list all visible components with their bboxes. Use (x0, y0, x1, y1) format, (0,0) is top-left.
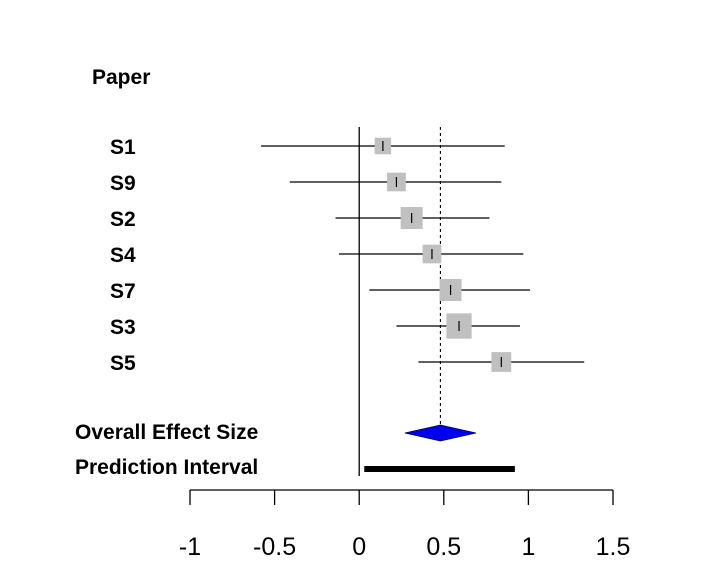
study-label: S5 (110, 352, 136, 375)
study-label: S9 (110, 172, 136, 195)
study-row-s7: S7 (110, 279, 531, 303)
study-rows: S1 S9 S2 S4 S7 S3 S5 (110, 136, 585, 375)
study-label: S4 (110, 244, 136, 267)
reference-lines (358, 127, 441, 476)
x-axis: -1 -0.5 0 0.5 1 1.5 (179, 489, 631, 561)
summary-rows: Overall Effect Size Prediction Interval (75, 421, 515, 479)
overall-effect-diamond (404, 424, 477, 442)
x-tick-label: 0.5 (426, 533, 461, 561)
study-label: S7 (110, 280, 136, 303)
x-tick-label: 0 (352, 533, 366, 561)
study-label: S2 (110, 208, 136, 231)
study-label: S3 (110, 316, 136, 339)
study-row-s1: S1 (110, 136, 505, 159)
x-tick-label: -0.5 (253, 533, 296, 561)
x-tick-label: -1 (179, 533, 201, 561)
study-label: S1 (110, 136, 136, 159)
paper-header: Paper (92, 66, 150, 89)
overall-effect-label: Overall Effect Size (75, 421, 258, 444)
prediction-interval-label: Prediction Interval (75, 456, 258, 479)
x-tick-label: 1 (521, 533, 535, 561)
study-row-s5: S5 (110, 352, 585, 375)
study-row-s4: S4 (110, 244, 524, 267)
study-row-s9: S9 (110, 172, 502, 195)
study-row-s2: S2 (110, 207, 490, 231)
study-row-s3: S3 (110, 313, 520, 339)
x-tick-label: 1.5 (596, 533, 631, 561)
